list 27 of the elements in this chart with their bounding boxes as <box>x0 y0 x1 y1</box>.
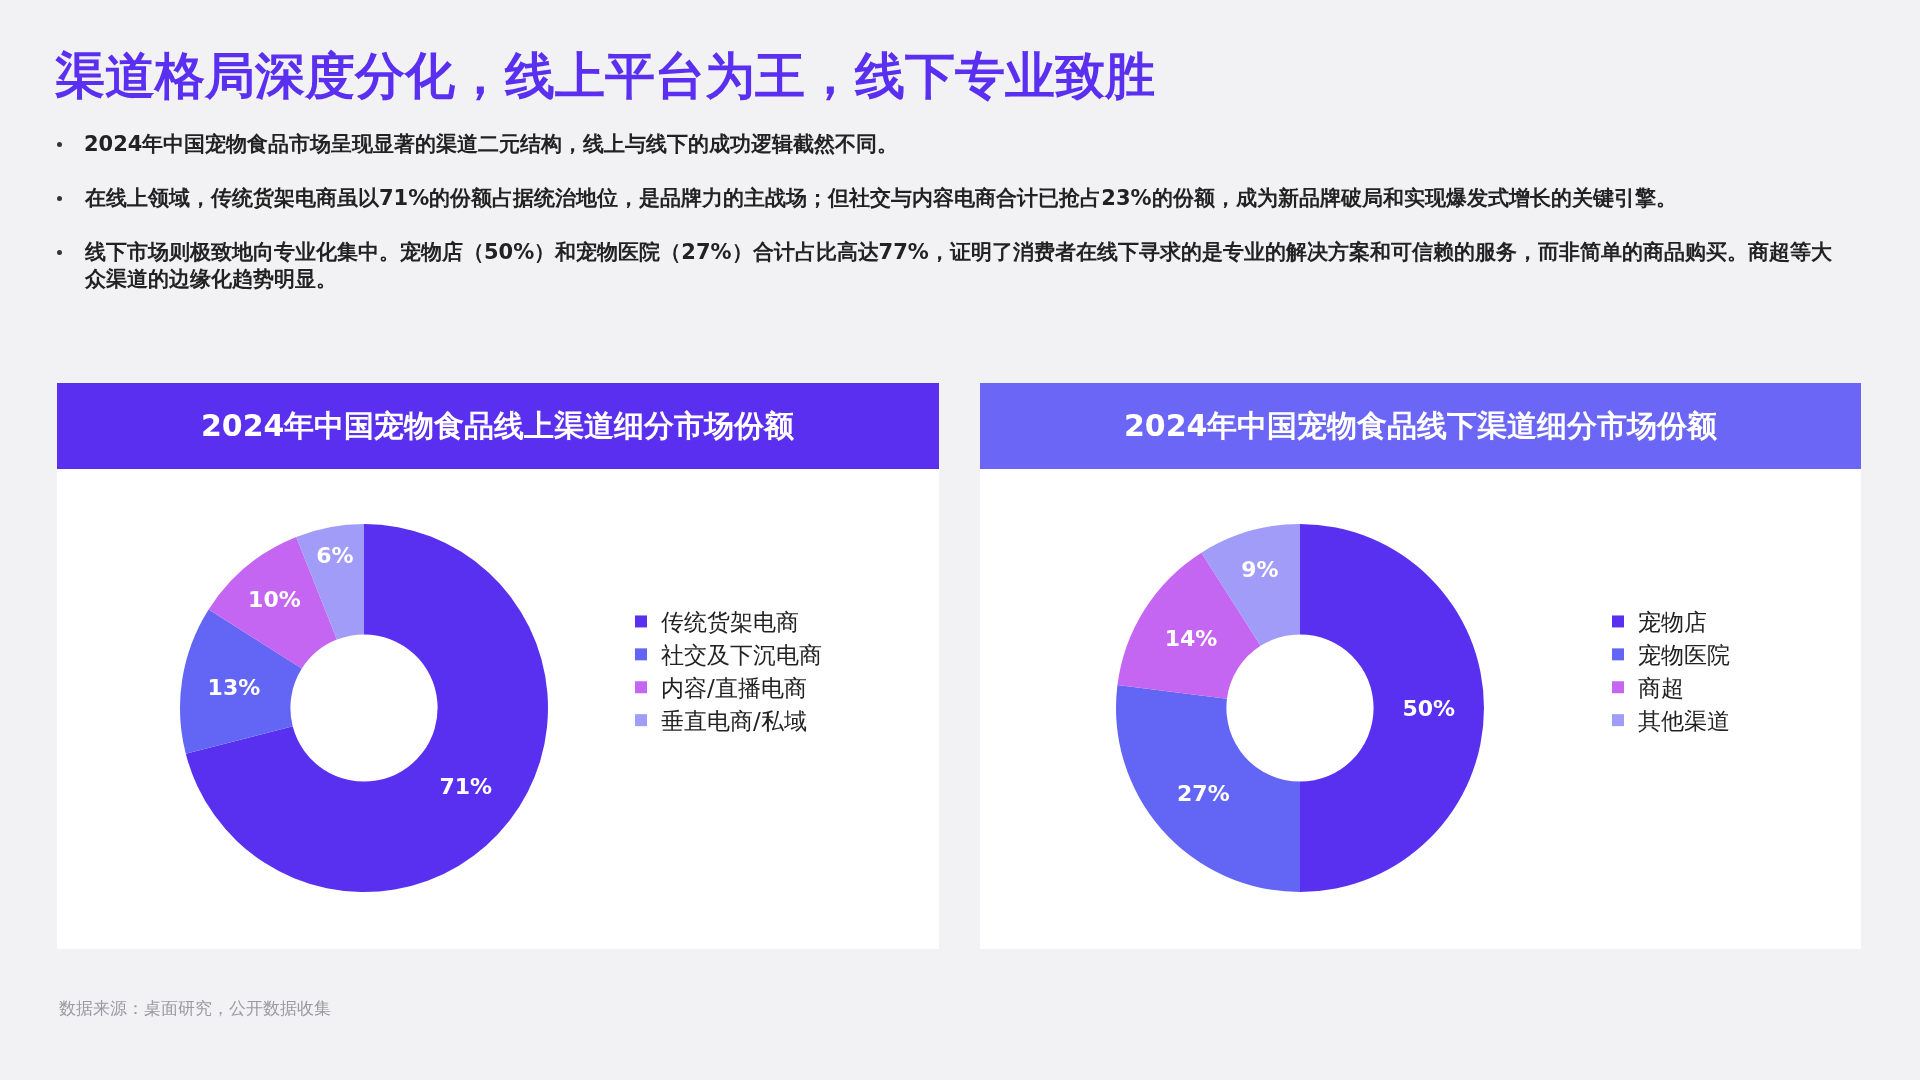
text: 线下市场则极致地向专业化集中。宠物店（50%）和宠物医院（27%）合计占比高达77%，证明了消费者在线下寻求的是专业的解决方案和可信赖的服务，而非简单的商品购买。商超等大众渠道的边缘化趋势明显。 <box>84 240 1833 292</box>
source-note: 数据来源：桌面研究，公开数据收集 <box>59 998 331 1018</box>
data-label: 6% <box>316 543 354 569</box>
data-label: 9% <box>1241 557 1279 583</box>
legend-label: 商超 <box>1638 675 1684 702</box>
data-label: 71% <box>439 774 493 800</box>
legend-label: 内容/直播电商 <box>661 675 807 702</box>
text: 渠道格局深度分化，线上平台为王，线下专业致胜 <box>54 47 1155 105</box>
data-label: 14% <box>1164 626 1218 652</box>
legend-label: 宠物医院 <box>1638 642 1730 669</box>
legend-label: 垂直电商/私域 <box>661 708 807 735</box>
legend-label: 传统货架电商 <box>661 609 799 636</box>
legend-label: 社交及下沉电商 <box>661 642 822 669</box>
legend-label: 其他渠道 <box>1638 708 1730 735</box>
text: 2024年中国宠物食品市场呈现显著的渠道二元结构，线上与线下的成功逻辑截然不同。 <box>84 132 899 156</box>
data-label: 10% <box>248 587 301 613</box>
chart-title: 2024年中国宠物食品线上渠道细分市场份额 <box>201 408 795 443</box>
donut-slice <box>1300 524 1484 892</box>
chart-title: 2024年中国宠物食品线下渠道细分市场份额 <box>1124 408 1718 443</box>
donut-slice <box>180 609 302 754</box>
legend-label: 宠物店 <box>1638 609 1707 636</box>
text: 在线上领域，传统货架电商虽以71%的份额占据统治地位，是品牌力的主战场；但社交与内容电商合计已抢占23%的份额，成为新品牌破局和实现爆发式增长的关键引擎。 <box>84 186 1677 210</box>
donut-slice <box>1116 684 1300 892</box>
donut-slice <box>185 524 548 892</box>
data-label: 13% <box>207 674 261 700</box>
data-label: 27% <box>1177 780 1230 806</box>
data-label: 50% <box>1402 695 1456 721</box>
